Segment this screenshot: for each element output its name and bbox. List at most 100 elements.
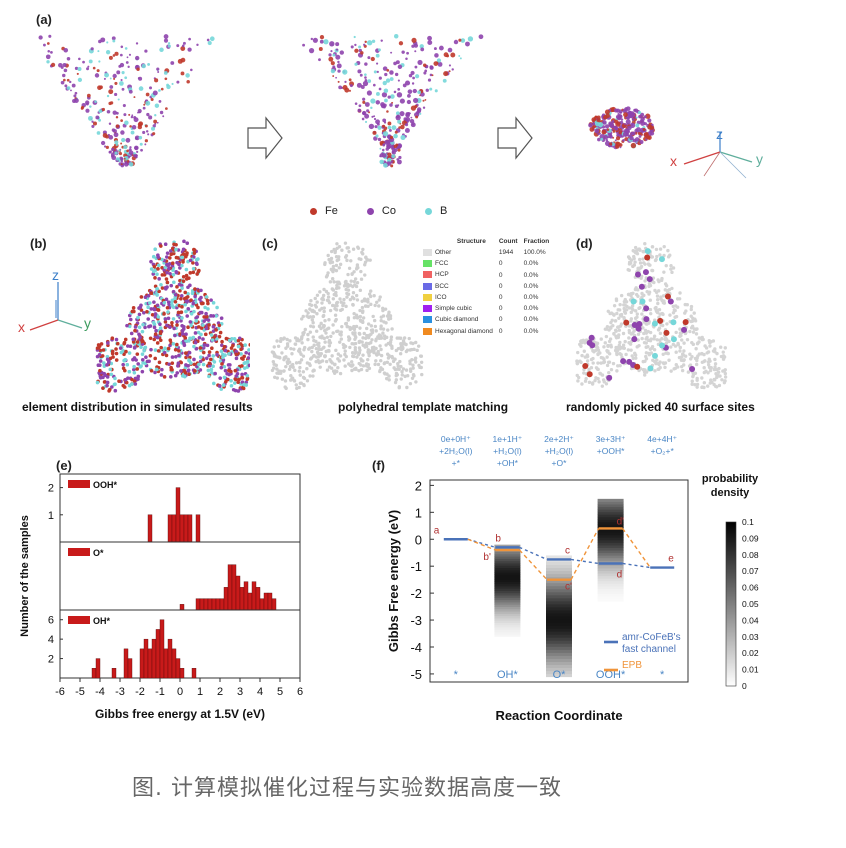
atom bbox=[625, 119, 631, 125]
atom bbox=[383, 88, 389, 94]
atom bbox=[140, 329, 145, 334]
atom bbox=[132, 356, 137, 360]
x-category-label: O* bbox=[553, 669, 567, 681]
atom bbox=[671, 342, 676, 347]
atom bbox=[591, 356, 595, 361]
atom bbox=[247, 363, 250, 368]
atom bbox=[145, 130, 149, 133]
atom bbox=[105, 380, 110, 385]
atom bbox=[397, 88, 401, 91]
atom bbox=[636, 338, 640, 342]
atom bbox=[641, 368, 646, 372]
probability-density-cell bbox=[494, 601, 521, 605]
subplot-legend-label: O* bbox=[93, 548, 104, 558]
atom bbox=[693, 356, 698, 361]
atom bbox=[607, 339, 612, 344]
atom bbox=[351, 354, 355, 358]
probability-density-cell bbox=[494, 567, 521, 571]
atom bbox=[114, 337, 119, 342]
atom bbox=[631, 248, 635, 253]
atom bbox=[629, 317, 634, 321]
probability-density-cell bbox=[597, 529, 624, 533]
atom bbox=[362, 331, 366, 336]
atom bbox=[187, 350, 192, 355]
atom bbox=[378, 369, 382, 374]
atom bbox=[394, 130, 398, 134]
atom bbox=[311, 354, 316, 358]
atom bbox=[151, 254, 156, 259]
atom bbox=[643, 132, 649, 138]
atom bbox=[301, 332, 305, 337]
atom bbox=[356, 82, 362, 88]
atom bbox=[616, 325, 620, 329]
atom bbox=[627, 113, 633, 119]
subplot-legend-label: OOH* bbox=[93, 480, 118, 490]
x-tick-label: -4 bbox=[95, 686, 105, 698]
atom bbox=[397, 143, 403, 149]
atom bbox=[110, 351, 115, 356]
atom bbox=[398, 351, 403, 356]
atom bbox=[217, 323, 222, 328]
atom bbox=[626, 255, 631, 259]
atom bbox=[352, 270, 356, 274]
atom bbox=[308, 307, 312, 311]
atom bbox=[669, 369, 673, 373]
atom bbox=[158, 338, 163, 343]
atom bbox=[236, 344, 241, 349]
atom bbox=[286, 360, 291, 364]
series-connector bbox=[467, 538, 496, 551]
atom bbox=[624, 300, 629, 304]
atom bbox=[149, 267, 154, 271]
atom bbox=[351, 363, 355, 367]
atom bbox=[364, 76, 367, 79]
atom bbox=[136, 150, 139, 154]
atom bbox=[386, 68, 390, 72]
histogram-bar bbox=[127, 658, 133, 679]
atom bbox=[648, 330, 653, 335]
atom bbox=[629, 135, 634, 141]
atom bbox=[332, 292, 336, 297]
atom bbox=[234, 349, 239, 354]
atom bbox=[330, 287, 335, 291]
probability-density-cell bbox=[597, 575, 624, 579]
atom bbox=[346, 272, 350, 277]
surface-site bbox=[682, 319, 689, 326]
atom bbox=[109, 77, 112, 80]
atom bbox=[172, 280, 176, 285]
atom bbox=[381, 92, 388, 98]
atom bbox=[195, 315, 200, 319]
legend-co: Co bbox=[366, 205, 396, 217]
histogram-bar bbox=[263, 592, 269, 611]
atom bbox=[133, 154, 137, 158]
probability-density-cell bbox=[494, 578, 521, 582]
atom bbox=[411, 373, 416, 377]
atom bbox=[577, 375, 581, 380]
atom bbox=[353, 341, 358, 346]
atom bbox=[331, 269, 335, 274]
atom bbox=[132, 364, 136, 369]
atom bbox=[416, 107, 422, 112]
atom bbox=[119, 81, 124, 86]
atom bbox=[115, 124, 120, 128]
atom bbox=[71, 83, 76, 88]
atom bbox=[207, 361, 212, 366]
atom bbox=[204, 356, 209, 361]
atom bbox=[397, 79, 400, 82]
atom bbox=[140, 338, 144, 343]
colorbar-title: density bbox=[711, 487, 750, 499]
surface-site bbox=[651, 352, 658, 359]
atom bbox=[209, 298, 213, 302]
atom bbox=[643, 359, 647, 364]
atom bbox=[433, 61, 439, 66]
atom bbox=[402, 341, 406, 345]
atom bbox=[609, 320, 613, 325]
atom bbox=[337, 60, 340, 64]
atom bbox=[372, 318, 377, 323]
atom bbox=[206, 368, 211, 373]
atom bbox=[389, 103, 393, 107]
atom bbox=[679, 355, 684, 359]
atom bbox=[109, 372, 114, 377]
atom bbox=[144, 124, 148, 128]
atom bbox=[90, 47, 94, 51]
colorbar bbox=[725, 521, 737, 687]
